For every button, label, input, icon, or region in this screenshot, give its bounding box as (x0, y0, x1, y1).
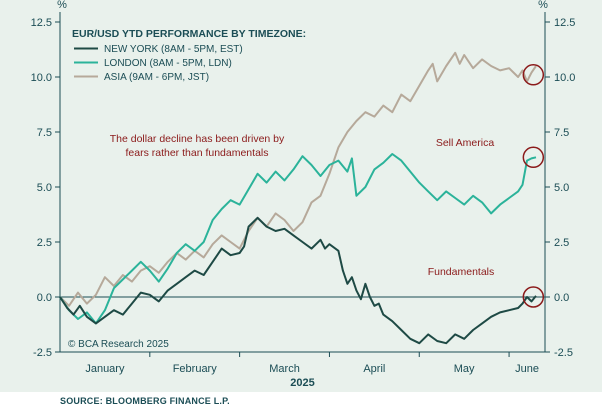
left-y-tick-label: 7.5 (37, 127, 52, 139)
left-y-tick-label: 5.0 (37, 182, 52, 194)
x-tick-label: April (363, 363, 385, 375)
left-y-tick-label: 2.5 (37, 237, 52, 249)
line-chart: % % -2.5 -2.5 0.0 0.0 2.5 2.5 5.0 5.0 7.5 7.5 10.0 10… (31, 0, 576, 389)
annotation-fundamentals: Fundamentals (428, 266, 495, 278)
highlight-circle-0 (522, 64, 545, 86)
left-y-tick-label: 0.0 (37, 292, 52, 304)
legend-label: ASIA (9AM - 6PM, JST) (104, 72, 209, 83)
legend-label: NEW YORK (8AM - 5PM, EST) (104, 44, 243, 55)
x-tick-label: June (515, 363, 539, 375)
x-tick-label: March (269, 363, 300, 375)
right-y-tick-label: 10.0 (554, 72, 575, 84)
left-y-tick-label: 10.0 (31, 72, 52, 84)
x-tick-label: January (85, 363, 125, 375)
left-y-tick-label: -2.5 (33, 347, 52, 359)
series-line-0 (59, 216, 537, 345)
left-axis-unit: % (57, 0, 67, 11)
copyright-label: © BCA Research 2025 (68, 339, 169, 350)
right-y-tick-label: 5.0 (554, 182, 569, 194)
series-line-1 (59, 153, 537, 325)
annotation-sell-america: Sell America (436, 137, 495, 149)
plot-panel (0, 0, 602, 392)
x-tick-label: February (173, 363, 218, 375)
annotation-main-line1: The dollar decline has been driven by (110, 133, 285, 145)
legend-label: LONDON (8AM - 5PM, LDN) (104, 58, 232, 69)
x-axis-label: 2025 (290, 377, 314, 389)
right-y-tick-label: 0.0 (554, 292, 569, 304)
right-y-tick-label: 12.5 (554, 17, 575, 29)
highlight-circle-1 (522, 146, 545, 169)
highlight-circle-2 (522, 286, 545, 308)
right-y-tick-label: 7.5 (554, 127, 569, 139)
chart-title: EUR/USD YTD PERFORMANCE BY TIMEZONE: (72, 28, 306, 40)
x-tick-label: May (454, 363, 475, 375)
right-axis-unit: % (538, 0, 548, 11)
source-note: SOURCE: BLOOMBERG FINANCE L.P. (60, 396, 230, 406)
left-y-tick-label: 12.5 (31, 17, 52, 29)
right-y-tick-label: 2.5 (554, 237, 569, 249)
annotation-main-line2: fears rather than fundamentals (125, 147, 268, 159)
right-y-tick-label: -2.5 (554, 347, 573, 359)
